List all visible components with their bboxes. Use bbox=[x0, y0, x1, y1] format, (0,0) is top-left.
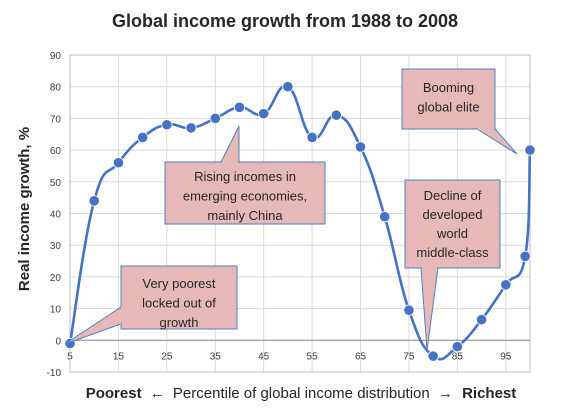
data-point bbox=[282, 81, 294, 93]
callout-text: Decline of bbox=[424, 188, 482, 203]
data-point bbox=[500, 279, 512, 291]
x-tick-label: 15 bbox=[113, 351, 125, 362]
data-point bbox=[306, 131, 318, 144]
data-point bbox=[161, 119, 173, 131]
right-arrow-glyph: → bbox=[438, 385, 453, 402]
callout: Decline of developed world middle-class bbox=[404, 179, 501, 351]
callout: Booming global elite bbox=[401, 68, 518, 155]
callout-text: mainly China bbox=[207, 208, 283, 223]
x-tick-label: 35 bbox=[210, 351, 222, 362]
callout: Rising incomes in emerging economies, main… bbox=[164, 125, 326, 225]
x-tick-label: 85 bbox=[452, 351, 464, 362]
callout-text: locked out of bbox=[142, 296, 216, 311]
callout-text: Very poorest bbox=[143, 276, 216, 291]
callout-box bbox=[164, 161, 326, 225]
callout-text: middle-class bbox=[416, 245, 489, 260]
data-point bbox=[354, 141, 367, 153]
y-tick-label: 80 bbox=[50, 83, 62, 94]
data-point bbox=[475, 314, 488, 326]
data-point bbox=[185, 122, 197, 134]
x-tick-label: 45 bbox=[258, 351, 270, 362]
data-point bbox=[209, 112, 221, 125]
data-point bbox=[524, 144, 536, 156]
x-tick-label: 65 bbox=[355, 351, 367, 362]
data-point bbox=[403, 304, 415, 316]
callout-text: Booming bbox=[423, 80, 474, 95]
callout-seam bbox=[119, 306, 123, 325]
y-tick-label: -10 bbox=[47, 368, 62, 379]
callout-text: developed bbox=[423, 207, 483, 222]
data-point bbox=[258, 108, 270, 120]
data-point bbox=[233, 101, 246, 113]
series bbox=[64, 81, 536, 362]
y-tick-label: 30 bbox=[50, 241, 62, 252]
x-tick-label: 55 bbox=[307, 351, 319, 362]
y-tick-label: 10 bbox=[50, 305, 62, 316]
callout-text: growth bbox=[159, 315, 198, 330]
data-point bbox=[451, 341, 463, 353]
x-axis-label-richest: Richest bbox=[462, 385, 516, 402]
data-point bbox=[88, 195, 100, 207]
x-tick-label: 25 bbox=[161, 351, 173, 362]
y-tick-label: 90 bbox=[50, 51, 62, 62]
callout-text: world bbox=[436, 226, 468, 241]
callout-text: Rising incomes in bbox=[194, 169, 296, 184]
y-axis-label: Real income growth, % bbox=[16, 127, 33, 291]
left-arrow-glyph: ← bbox=[150, 385, 165, 402]
data-point bbox=[137, 131, 149, 144]
y-tick-label: 70 bbox=[50, 114, 62, 125]
callout-box bbox=[120, 265, 238, 330]
callout-text: emerging economies, bbox=[183, 189, 307, 204]
callout: Very poorest locked out of growth bbox=[64, 265, 238, 345]
chart-title: Global income growth from 1988 to 2008 bbox=[112, 11, 458, 31]
x-tick-label: 95 bbox=[500, 351, 512, 362]
x-axis-label-poorest: Poorest bbox=[86, 385, 142, 402]
y-tick-label: 50 bbox=[50, 178, 62, 189]
data-point bbox=[519, 250, 531, 262]
callout-box bbox=[404, 179, 501, 269]
y-tick-label: 40 bbox=[50, 210, 62, 221]
data-point bbox=[427, 350, 439, 362]
callout-text: global elite bbox=[417, 100, 479, 115]
data-point bbox=[379, 211, 391, 223]
data-point bbox=[112, 157, 125, 169]
x-tick-label: 75 bbox=[403, 351, 415, 362]
annotations: Very poorest locked out of growth Rising in… bbox=[64, 68, 518, 351]
data-point bbox=[330, 109, 342, 121]
x-axis-label-text: Percentile of global income distribution bbox=[173, 385, 430, 402]
y-tick-label: 60 bbox=[50, 146, 62, 157]
y-tick-label: 20 bbox=[50, 273, 62, 284]
callout-box bbox=[401, 68, 496, 130]
x-axis-label: Poorest ← Percentile of global income di… bbox=[86, 385, 517, 402]
y-tick-label: 0 bbox=[55, 336, 61, 347]
